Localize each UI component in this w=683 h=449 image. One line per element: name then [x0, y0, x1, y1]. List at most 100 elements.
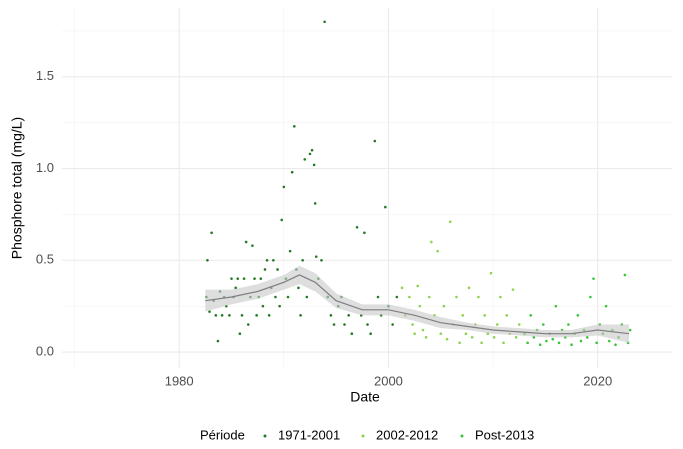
point	[282, 185, 286, 189]
point	[430, 240, 433, 244]
point	[263, 268, 267, 271]
legend-label: Post-2013	[475, 427, 534, 442]
point	[517, 323, 521, 326]
point	[288, 249, 292, 253]
point	[614, 343, 617, 346]
point	[355, 225, 359, 229]
point	[299, 314, 302, 317]
point	[455, 295, 458, 299]
point	[595, 341, 598, 345]
point	[384, 205, 387, 209]
point	[464, 332, 468, 335]
point	[230, 277, 233, 280]
point	[448, 220, 452, 224]
point	[477, 295, 480, 299]
point	[511, 288, 515, 291]
point	[538, 343, 542, 346]
point	[418, 304, 422, 308]
point	[551, 337, 555, 341]
point	[308, 152, 312, 156]
point	[470, 336, 474, 339]
point	[604, 304, 608, 308]
point	[445, 337, 449, 341]
point	[557, 341, 561, 345]
point	[570, 343, 573, 346]
y-tick-label: 1.5	[36, 68, 54, 83]
point	[545, 339, 548, 343]
point	[347, 314, 350, 317]
point	[495, 323, 499, 326]
point	[376, 295, 380, 299]
point	[278, 304, 281, 308]
point	[350, 332, 354, 335]
point	[514, 336, 518, 339]
point	[210, 231, 213, 235]
y-tick-label: 0.0	[36, 343, 54, 358]
y-tick-label: 0.5	[36, 252, 54, 267]
point	[585, 336, 589, 339]
point	[323, 20, 326, 24]
point	[499, 295, 502, 299]
point	[502, 341, 505, 345]
point	[505, 314, 508, 317]
point	[208, 310, 211, 313]
point	[234, 286, 237, 290]
point	[253, 277, 256, 280]
x-tick-label: 1980	[165, 373, 194, 388]
point	[492, 336, 496, 339]
legend-title: Période	[200, 427, 245, 442]
legend-label: 2002-2012	[376, 427, 438, 442]
point	[265, 258, 269, 262]
point	[297, 286, 300, 290]
point	[369, 332, 372, 335]
y-axis-label: Phosphore total (mg/L)	[9, 117, 25, 259]
point	[424, 336, 428, 339]
point	[400, 286, 404, 290]
point	[532, 336, 536, 339]
point	[592, 277, 595, 280]
point	[439, 332, 443, 335]
point	[272, 258, 275, 262]
point	[329, 314, 333, 317]
point	[467, 286, 471, 290]
point	[391, 323, 394, 326]
point	[579, 339, 583, 343]
point	[301, 258, 304, 262]
point	[240, 314, 244, 317]
point	[286, 295, 290, 299]
point	[483, 314, 487, 317]
point	[228, 314, 231, 317]
point	[576, 314, 580, 317]
confidence-band	[205, 265, 630, 343]
point	[623, 273, 627, 277]
point	[366, 323, 369, 326]
point	[305, 295, 309, 299]
point	[413, 332, 416, 335]
legend-key	[263, 434, 267, 438]
point	[458, 341, 461, 345]
point	[274, 295, 277, 299]
point	[411, 323, 414, 326]
point	[261, 304, 265, 308]
point	[255, 314, 258, 317]
point	[206, 258, 209, 262]
point	[238, 332, 242, 335]
point	[480, 341, 483, 345]
point	[526, 341, 529, 345]
point	[408, 295, 411, 299]
point	[276, 268, 279, 271]
point	[373, 139, 377, 143]
point	[251, 244, 254, 247]
point	[461, 314, 465, 317]
x-axis-label: Date	[350, 389, 380, 405]
point	[421, 328, 425, 332]
point	[242, 277, 246, 280]
point	[259, 277, 263, 280]
point	[332, 323, 336, 326]
point	[267, 314, 271, 317]
y-tick-label: 1.0	[36, 160, 54, 175]
point	[607, 339, 611, 343]
point	[314, 255, 318, 258]
point	[363, 231, 366, 235]
point	[589, 295, 592, 299]
